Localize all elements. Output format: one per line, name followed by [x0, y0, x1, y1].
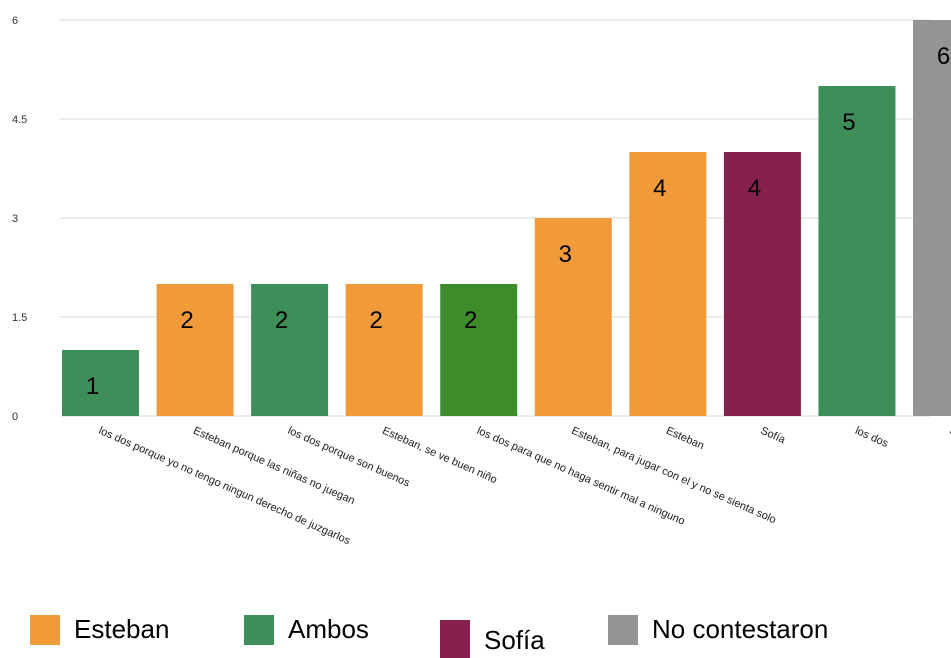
data-label: 2 — [275, 307, 288, 334]
data-label: 3 — [559, 241, 572, 268]
bar — [345, 284, 423, 416]
legend: Esteban Ambos Sofía No contestaron — [0, 614, 951, 658]
bar-chart: 0 1.5 3 4.5 6 1 2 2 2 2 3 4 4 5 6 los dos porque yo n… — [12, 15, 951, 548]
bar — [251, 284, 329, 416]
data-label: 5 — [842, 109, 855, 136]
data-label: 4 — [748, 175, 761, 202]
x-tick-label: Esteban — [664, 425, 706, 452]
y-tick-label: 4.5 — [12, 114, 27, 126]
y-tick-label: 6 — [12, 15, 18, 27]
legend-swatch-esteban — [30, 614, 60, 645]
data-label: 2 — [464, 307, 477, 334]
legend-item-ambos: Ambos — [244, 614, 369, 645]
x-axis-ticks: los dos porque yo no tengo ningun derech… — [97, 425, 951, 548]
legend-swatch-sofia — [440, 620, 470, 658]
bar — [629, 152, 707, 416]
bar — [913, 20, 951, 416]
y-tick-label: 3 — [12, 213, 18, 225]
legend-label-esteban: Esteban — [74, 614, 170, 644]
data-label: 1 — [86, 373, 99, 400]
legend-item-no-contestaron: No contestaron — [608, 614, 828, 645]
bar — [156, 284, 234, 416]
bar — [440, 284, 518, 416]
bar — [534, 218, 612, 416]
legend-item-sofia: Sofía — [440, 614, 545, 658]
x-tick-label: los dos — [853, 425, 890, 450]
bar — [62, 350, 139, 416]
y-tick-label: 1.5 — [12, 312, 27, 324]
bar — [723, 152, 801, 416]
legend-label-sofia: Sofía — [484, 624, 545, 655]
data-labels: 1 2 2 2 2 3 4 4 5 6 — [86, 43, 950, 400]
legend-swatch-no-contestaron — [608, 614, 638, 645]
bar — [818, 86, 896, 416]
legend-label-ambos: Ambos — [288, 614, 369, 644]
legend-swatch-ambos — [244, 614, 274, 645]
data-label: 2 — [180, 307, 193, 334]
y-axis-ticks: 0 1.5 3 4.5 6 — [12, 15, 27, 423]
legend-item-esteban: Esteban — [30, 614, 169, 645]
data-label: 4 — [653, 175, 666, 202]
x-tick-label: Sofía — [759, 425, 788, 447]
data-label: 2 — [369, 307, 382, 334]
y-tick-label: 0 — [12, 411, 18, 423]
data-label: 6 — [937, 43, 950, 70]
bars — [62, 20, 951, 416]
legend-label-no-contestaron: No contestaron — [652, 614, 829, 644]
x-tick-label: Esteban porque las niñas no juegan — [191, 425, 356, 507]
